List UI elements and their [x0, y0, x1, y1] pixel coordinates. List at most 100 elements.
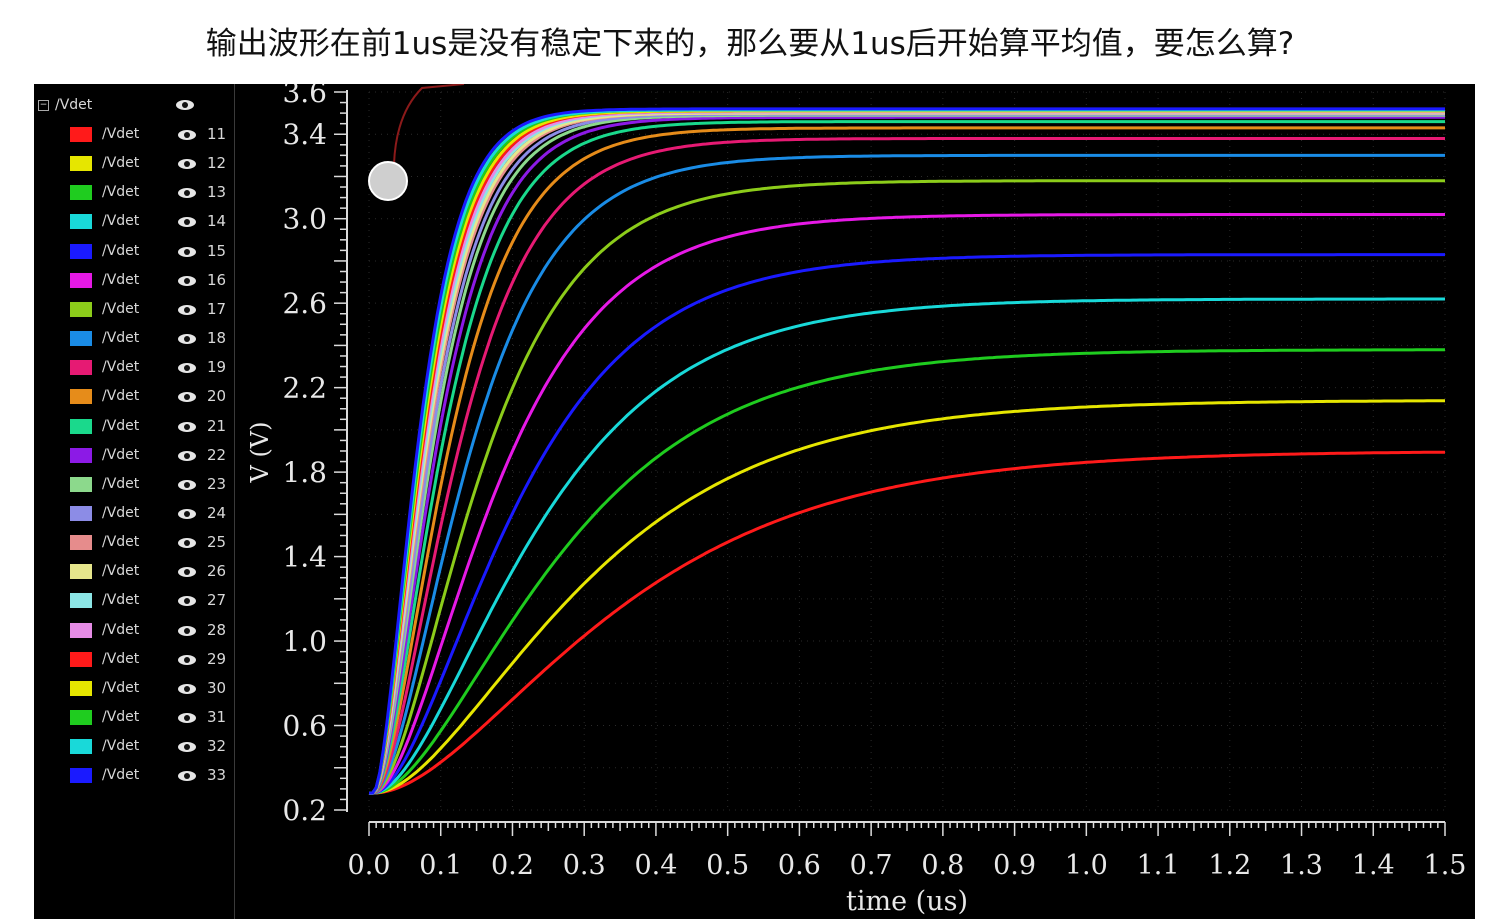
legend-item[interactable]: /Vdet 32 — [70, 737, 230, 755]
eye-icon[interactable] — [178, 217, 196, 228]
y-tick-label: 2.6 — [282, 287, 327, 320]
legend-item-label: /Vdet — [102, 242, 140, 259]
legend-item-number: 28 — [207, 620, 227, 639]
legend-item-number: 15 — [207, 241, 227, 260]
eye-icon[interactable] — [178, 654, 196, 665]
legend-item[interactable]: /Vdet 33 — [70, 766, 230, 784]
color-swatch — [70, 768, 92, 784]
legend-item-label: /Vdet — [102, 621, 140, 638]
color-swatch — [70, 593, 92, 609]
eye-icon[interactable] — [178, 508, 196, 519]
legend-item[interactable]: /Vdet 31 — [70, 708, 230, 726]
eye-icon[interactable] — [178, 596, 196, 607]
y-tick-label: 2.2 — [282, 372, 327, 405]
color-swatch — [70, 214, 92, 230]
legend-item-number: 11 — [207, 125, 227, 143]
color-swatch — [70, 651, 92, 667]
color-swatch — [70, 447, 92, 463]
eye-icon[interactable] — [178, 479, 196, 490]
legend-item-label: /Vdet — [102, 417, 140, 434]
series-line — [369, 153, 1445, 795]
legend-item-label: /Vdet — [102, 709, 140, 725]
color-swatch — [70, 301, 92, 317]
legend-item[interactable]: /Vdet 17 — [70, 300, 230, 318]
y-tick-label: 1.0 — [282, 625, 327, 658]
eye-icon[interactable] — [178, 275, 196, 286]
legend-item-label: /Vdet — [102, 534, 140, 551]
legend-item[interactable]: /Vdet 23 — [70, 475, 230, 493]
color-swatch — [70, 185, 92, 201]
eye-icon[interactable] — [178, 538, 196, 549]
eye-icon[interactable] — [178, 567, 196, 578]
color-swatch — [70, 389, 92, 405]
legend-item-number: 18 — [207, 329, 227, 348]
legend-item-number: 23 — [207, 474, 227, 493]
legend-item-label: /Vdet — [102, 679, 140, 696]
grid — [368, 91, 1446, 811]
legend-item[interactable]: /Vdet 25 — [70, 533, 230, 551]
eye-icon[interactable] — [178, 130, 196, 140]
legend-item[interactable]: /Vdet 29 — [70, 650, 230, 668]
color-swatch — [70, 331, 92, 347]
color-swatch — [70, 680, 92, 696]
legend-item[interactable]: /Vdet 24 — [70, 504, 230, 522]
legend-item[interactable]: /Vdet 30 — [70, 679, 230, 697]
legend-group[interactable]: − /Vdet — [38, 96, 92, 114]
legend-item[interactable]: /Vdet 21 — [70, 417, 230, 435]
collapse-icon[interactable]: − — [38, 99, 49, 111]
legend-item[interactable]: /Vdet 18 — [70, 329, 230, 347]
legend-item[interactable]: /Vdet 20 — [70, 387, 230, 405]
legend-item[interactable]: /Vdet 27 — [70, 591, 230, 609]
series-line — [369, 126, 1445, 795]
legend-item-label: /Vdet — [102, 388, 140, 405]
legend-item-label: /Vdet — [102, 504, 140, 521]
eye-icon[interactable] — [178, 625, 196, 636]
legend-item-label: /Vdet — [102, 126, 140, 142]
legend-item[interactable]: /Vdet 14 — [70, 212, 230, 230]
eye-icon[interactable] — [178, 363, 196, 374]
eye-icon[interactable] — [176, 100, 194, 110]
legend-item-number: 20 — [207, 387, 227, 406]
eye-icon[interactable] — [178, 188, 196, 199]
eye-icon[interactable] — [178, 246, 196, 257]
color-swatch — [70, 418, 92, 434]
eye-icon[interactable] — [178, 392, 196, 403]
waveform-plot[interactable]: 0.2 0.6 1.0 1.4 1.8 2.2 2.6 3.0 3.4 3.6 0.0 0.1 0.2 0… — [34, 84, 1475, 919]
legend-item-number: 22 — [207, 445, 227, 464]
x-tick-label: 0.0 — [348, 850, 391, 881]
legend-item-number: 27 — [207, 591, 227, 610]
legend-item-label: /Vdet — [102, 475, 140, 492]
legend-item[interactable]: /Vdet 28 — [70, 621, 230, 639]
y-tick-label: 0.6 — [282, 710, 327, 743]
x-tick-label: 0.8 — [921, 850, 964, 881]
eye-icon[interactable] — [178, 683, 196, 694]
eye-icon[interactable] — [178, 159, 196, 170]
eye-icon[interactable] — [178, 771, 196, 782]
eye-icon[interactable] — [178, 421, 196, 432]
series-line — [369, 399, 1445, 795]
legend-item-label: /Vdet — [102, 213, 140, 230]
eye-icon[interactable] — [178, 304, 196, 315]
eye-icon[interactable] — [178, 713, 196, 723]
legend-item[interactable]: /Vdet 15 — [70, 242, 230, 260]
legend-item[interactable]: /Vdet 26 — [70, 562, 230, 580]
legend-item[interactable]: /Vdet 22 — [70, 446, 230, 464]
legend-item-number: 25 — [207, 533, 227, 552]
legend-item[interactable]: /Vdet 11 — [70, 125, 230, 143]
y-tick-label: 3.4 — [282, 118, 327, 151]
legend-item[interactable]: /Vdet 19 — [70, 358, 230, 376]
y-tick-label: 3.0 — [282, 203, 327, 236]
eye-icon[interactable] — [178, 450, 196, 461]
eye-icon[interactable] — [178, 334, 196, 345]
x-tick-label: 1.4 — [1352, 850, 1395, 881]
eye-icon[interactable] — [178, 742, 196, 753]
series-line — [369, 120, 1445, 795]
legend-panel: − /Vdet /Vdet 11/Vdet 12/Vdet 13/Vdet 14/Vde… — [34, 84, 235, 919]
legend-item[interactable]: /Vdet 16 — [70, 271, 230, 289]
legend-item[interactable]: /Vdet 13 — [70, 183, 230, 201]
legend-item-label: /Vdet — [102, 446, 140, 463]
series-line — [369, 107, 1445, 795]
legend-item-label: /Vdet — [102, 650, 140, 667]
y-tick-label: 3.6 — [282, 84, 327, 109]
legend-item[interactable]: /Vdet 12 — [70, 154, 230, 172]
